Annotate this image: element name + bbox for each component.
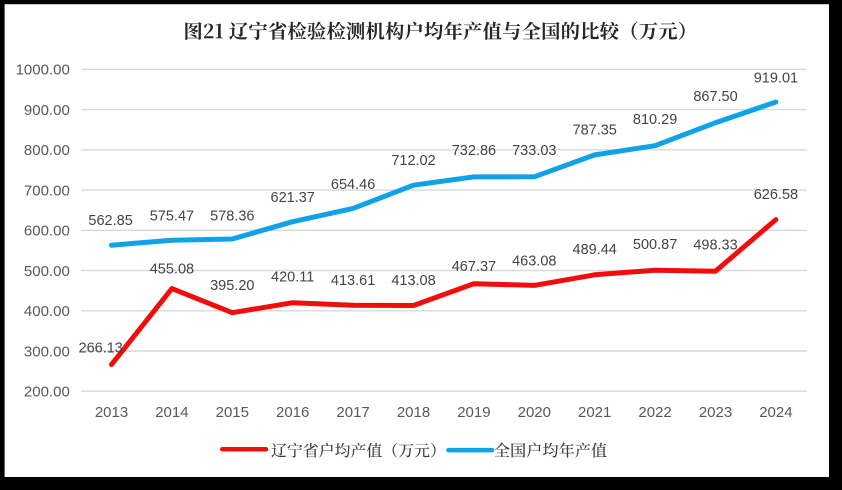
svg-text:2014: 2014 xyxy=(155,404,188,421)
svg-text:2018: 2018 xyxy=(397,404,430,421)
svg-text:626.58: 626.58 xyxy=(754,187,798,203)
svg-text:919.01: 919.01 xyxy=(754,70,798,86)
svg-text:2016: 2016 xyxy=(276,404,309,421)
svg-text:575.47: 575.47 xyxy=(150,208,194,224)
svg-text:621.37: 621.37 xyxy=(271,190,315,206)
svg-text:467.37: 467.37 xyxy=(452,259,496,275)
svg-text:2019: 2019 xyxy=(457,404,490,421)
svg-text:1000.00: 1000.00 xyxy=(16,62,70,79)
svg-text:455.08: 455.08 xyxy=(150,261,194,277)
svg-text:578.36: 578.36 xyxy=(210,208,254,224)
svg-text:300.00: 300.00 xyxy=(24,343,70,360)
svg-text:400.00: 400.00 xyxy=(24,303,70,320)
svg-text:654.46: 654.46 xyxy=(331,177,375,193)
svg-text:500.00: 500.00 xyxy=(24,263,70,280)
svg-text:733.03: 733.03 xyxy=(512,143,556,159)
svg-text:498.33: 498.33 xyxy=(693,238,737,254)
svg-text:2020: 2020 xyxy=(518,404,551,421)
svg-text:2017: 2017 xyxy=(336,404,369,421)
svg-text:2024: 2024 xyxy=(759,404,792,421)
svg-text:2013: 2013 xyxy=(95,404,128,421)
svg-text:266.13: 266.13 xyxy=(79,341,123,357)
svg-text:420.11: 420.11 xyxy=(271,269,314,285)
svg-text:489.44: 489.44 xyxy=(573,242,617,258)
svg-text:500.87: 500.87 xyxy=(633,237,677,253)
svg-text:600.00: 600.00 xyxy=(24,223,70,240)
svg-text:2021: 2021 xyxy=(578,404,611,421)
svg-text:787.35: 787.35 xyxy=(573,122,617,138)
svg-text:2015: 2015 xyxy=(216,404,249,421)
svg-text:2022: 2022 xyxy=(638,404,671,421)
svg-text:200.00: 200.00 xyxy=(24,384,70,401)
svg-text:732.86: 732.86 xyxy=(452,143,496,159)
svg-text:2023: 2023 xyxy=(699,404,732,421)
svg-text:712.02: 712.02 xyxy=(391,153,435,169)
svg-text:413.61: 413.61 xyxy=(331,273,375,289)
svg-text:810.29: 810.29 xyxy=(633,112,677,128)
svg-text:867.50: 867.50 xyxy=(693,89,737,105)
svg-text:463.08: 463.08 xyxy=(512,254,556,270)
svg-text:562.85: 562.85 xyxy=(88,213,132,229)
svg-text:800.00: 800.00 xyxy=(24,142,70,159)
svg-text:700.00: 700.00 xyxy=(24,182,70,199)
svg-text:413.08: 413.08 xyxy=(391,273,435,289)
svg-text:900.00: 900.00 xyxy=(24,102,70,119)
svg-text:395.20: 395.20 xyxy=(210,278,254,294)
